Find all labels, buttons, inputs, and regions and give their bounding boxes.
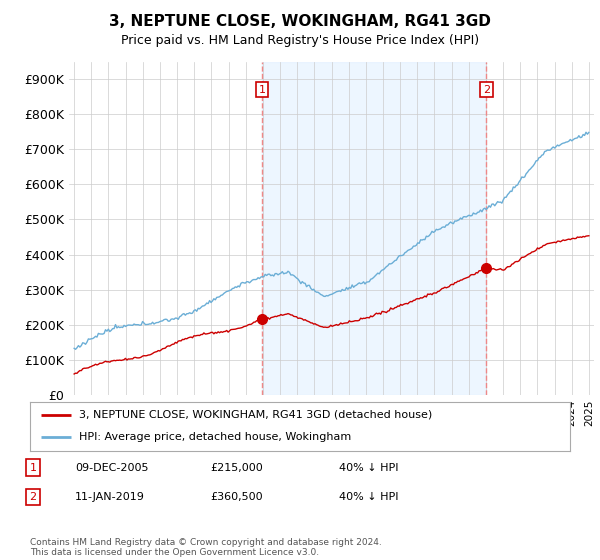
Text: 2: 2 <box>29 492 37 502</box>
Text: 11-JAN-2019: 11-JAN-2019 <box>75 492 145 502</box>
Text: 40% ↓ HPI: 40% ↓ HPI <box>339 463 398 473</box>
Bar <box>262 62 487 395</box>
Text: £360,500: £360,500 <box>210 492 263 502</box>
Text: 2: 2 <box>483 85 490 95</box>
Text: 09-DEC-2005: 09-DEC-2005 <box>75 463 149 473</box>
Text: Price paid vs. HM Land Registry's House Price Index (HPI): Price paid vs. HM Land Registry's House … <box>121 34 479 46</box>
Text: HPI: Average price, detached house, Wokingham: HPI: Average price, detached house, Woki… <box>79 432 351 442</box>
Text: 3, NEPTUNE CLOSE, WOKINGHAM, RG41 3GD: 3, NEPTUNE CLOSE, WOKINGHAM, RG41 3GD <box>109 14 491 29</box>
Text: 3, NEPTUNE CLOSE, WOKINGHAM, RG41 3GD (detached house): 3, NEPTUNE CLOSE, WOKINGHAM, RG41 3GD (d… <box>79 410 432 420</box>
Text: Contains HM Land Registry data © Crown copyright and database right 2024.
This d: Contains HM Land Registry data © Crown c… <box>30 538 382 557</box>
Text: 1: 1 <box>259 85 265 95</box>
Text: 40% ↓ HPI: 40% ↓ HPI <box>339 492 398 502</box>
Text: 1: 1 <box>29 463 37 473</box>
Text: £215,000: £215,000 <box>210 463 263 473</box>
